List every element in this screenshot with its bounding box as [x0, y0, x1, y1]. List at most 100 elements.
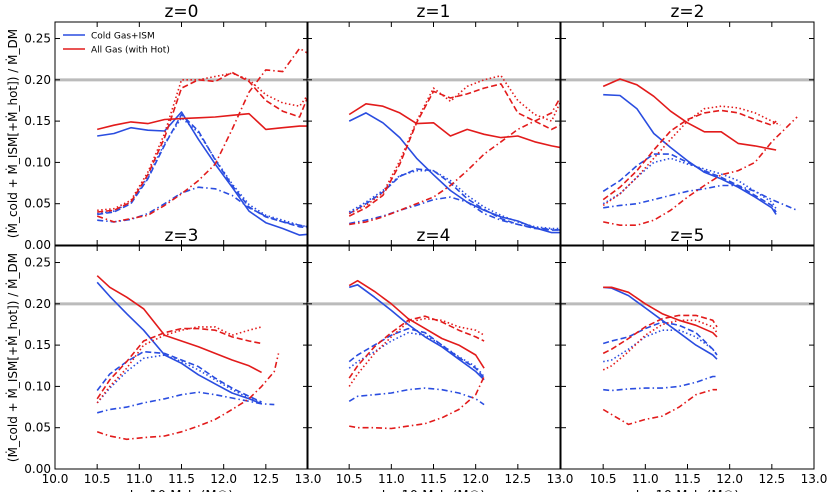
x-tick-label: 10.5 — [590, 472, 617, 486]
y-tick-label: 0.05 — [24, 197, 51, 211]
series-all-dashed — [348, 83, 560, 217]
series-all-dashdot — [602, 388, 717, 426]
x-tick-label: 12.5 — [504, 472, 531, 486]
y-axis-labels: (Ṁ_cold + Ṁ_ISM[+Ṁ_hot]) / Ṁ_DM (Ṁ_cold +… — [5, 29, 20, 462]
legend-label: Cold Gas+ISM — [91, 32, 155, 42]
y-tick-label: 0.10 — [24, 155, 51, 169]
y-tick-label: 0.15 — [24, 114, 51, 128]
series-cold-dashed — [602, 321, 718, 356]
series-cold-dotted — [348, 331, 485, 378]
series-cold-dotted — [348, 169, 560, 230]
series-cold-dashdot — [603, 375, 717, 392]
series-cold-solid — [603, 286, 718, 360]
series-group — [602, 78, 798, 226]
series-cold-dotted — [602, 157, 777, 210]
series-all-dashdot — [603, 116, 798, 226]
series-all-dashdot — [96, 47, 308, 223]
x-tick-label: 11.5 — [674, 472, 701, 486]
series-all-dashed — [96, 327, 262, 400]
panel-title: z=3 — [165, 226, 199, 246]
x-tick-label: 12.0 — [716, 472, 743, 486]
x-axis-label: log10 M_h (M☉) — [130, 489, 234, 492]
series-all-dashdot — [349, 376, 485, 430]
series-all-dotted — [96, 326, 262, 404]
panel-z3: z=3 0.00 0.05 0.10 0.15 0.20 0.25 10.0 10.5 11.0 1… — [24, 226, 321, 486]
y-axis-label: (Ṁ_cold + Ṁ_ISM[+Ṁ_hot]) / Ṁ_DM — [5, 29, 20, 238]
legend: Cold Gas+ISM All Gas (with Hot) — [63, 32, 170, 56]
series-all-dashed — [602, 109, 777, 201]
x-tick-label: 11.5 — [420, 472, 447, 486]
y-tick-label: 0.25 — [24, 256, 51, 270]
series-all-dashdot — [96, 353, 280, 441]
panel-z1: z=1 — [306, 2, 561, 246]
panel-title: z=2 — [671, 2, 705, 22]
y-tick-label: 0.00 — [24, 462, 51, 476]
panel-title: z=5 — [671, 226, 705, 246]
series-cold-solid — [97, 111, 308, 236]
y-tick-label: 0.20 — [24, 297, 51, 311]
panel-z5: z=5 10.5 11.0 11.5 12.0 12.5 13.0 — [560, 226, 828, 486]
y-tick-label: 0.00 — [24, 238, 51, 252]
series-cold-dashdot — [97, 186, 308, 228]
series-all-dotted — [97, 72, 308, 212]
series-all-solid — [603, 286, 718, 338]
series-all-solid — [602, 78, 777, 151]
series-group — [348, 74, 560, 234]
y-axis-label: (Ṁ_cold + Ṁ_ISM[+Ṁ_hot]) / Ṁ_DM — [5, 253, 20, 462]
series-all-dotted — [602, 319, 718, 371]
x-tick-label: 13.0 — [547, 472, 574, 486]
x-tick-label: 13.0 — [801, 472, 828, 486]
series-cold-dashed — [97, 113, 308, 229]
series-all-dotted — [348, 317, 485, 387]
series-cold-dashed — [602, 153, 777, 213]
series-all-dotted — [602, 105, 781, 207]
x-tick-label: 11.5 — [168, 472, 195, 486]
series-cold-dotted — [603, 329, 718, 363]
panel-frame — [306, 245, 561, 470]
x-tick-label: 12.5 — [252, 472, 279, 486]
series-all-dashed — [602, 314, 718, 355]
series-group — [348, 279, 485, 430]
x-tick-label: 12.0 — [462, 472, 489, 486]
series-cold-dashdot — [603, 184, 798, 212]
series-group — [96, 275, 280, 441]
series-all-solid — [97, 112, 308, 131]
series-all-dashdot — [349, 97, 560, 226]
series-cold-solid — [96, 281, 262, 405]
series-all-solid — [96, 275, 262, 374]
x-tick-label: 10.5 — [84, 472, 111, 486]
series-all-dotted — [348, 74, 560, 215]
panel-frame — [560, 245, 815, 470]
series-all-solid — [348, 279, 485, 369]
panel-z2: z=2 — [560, 2, 815, 246]
x-tick-label: 11.0 — [126, 472, 153, 486]
series-cold-dashdot — [348, 387, 485, 406]
panel-z0: z=0 0.00 0.05 0.10 0.15 0.20 0.25 Cold Gas+ISM A… — [24, 2, 309, 252]
x-tick-label: 10.0 — [42, 472, 69, 486]
x-axis-label: log10 M_h (M☉) — [636, 489, 740, 492]
panel-z4: z=4 10.5 11.0 11.5 12.0 12.5 13.0 — [306, 226, 574, 486]
series-all-solid — [348, 103, 560, 149]
series-cold-solid — [348, 112, 560, 234]
panel-title: z=4 — [417, 226, 451, 246]
panel-frame — [306, 21, 561, 246]
y-tick-label: 0.10 — [24, 379, 51, 393]
x-tick-label: 13.0 — [295, 472, 322, 486]
series-cold-dashed — [96, 350, 262, 403]
panel-title: z=1 — [417, 2, 451, 22]
series-group — [96, 47, 308, 236]
y-tick-label: 0.20 — [24, 73, 51, 87]
series-all-dashed — [97, 71, 308, 213]
legend-label: All Gas (with Hot) — [91, 46, 170, 56]
y-tick-label: 0.25 — [24, 32, 51, 46]
series-cold-dashdot — [349, 196, 560, 231]
series-cold-dashdot — [96, 391, 275, 414]
x-tick-label: 11.0 — [632, 472, 659, 486]
series-cold-dashed — [348, 327, 485, 379]
series-all-dashed — [348, 315, 485, 379]
x-tick-label: 12.0 — [210, 472, 237, 486]
series-cold-dashed — [348, 168, 560, 231]
x-axis-labels: log10 M_h (M☉) log10 M_h (M☉) log10 M_h (M… — [130, 489, 740, 492]
x-tick-label: 12.5 — [758, 472, 785, 486]
